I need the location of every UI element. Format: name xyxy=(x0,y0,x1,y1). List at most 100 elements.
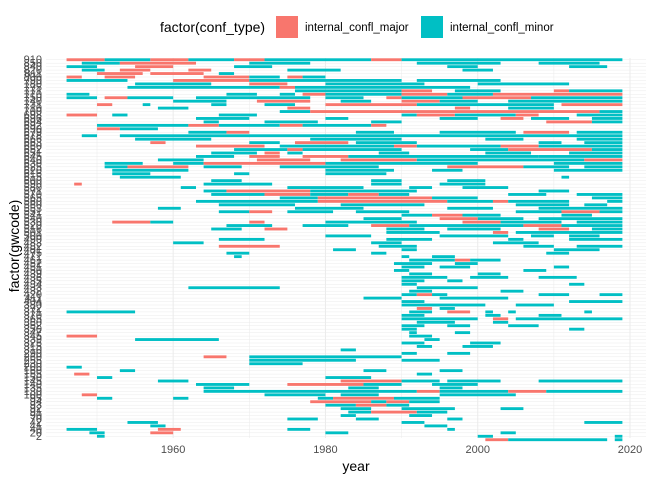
bar-minor xyxy=(416,345,433,348)
y-tick-label: 560 xyxy=(24,199,42,211)
bar-major xyxy=(462,220,501,224)
bar-major xyxy=(66,334,98,338)
bar-major xyxy=(97,72,143,75)
bar-major xyxy=(104,96,128,100)
bar-major xyxy=(333,396,394,400)
y-tick-label: 570 xyxy=(24,189,42,201)
bar-minor xyxy=(546,251,570,255)
bar-minor xyxy=(462,213,501,217)
bar-minor xyxy=(325,168,394,172)
bar-minor xyxy=(614,438,623,442)
bar-minor xyxy=(249,141,280,145)
bar-minor xyxy=(470,275,509,279)
bar-major xyxy=(119,68,151,72)
bar-minor xyxy=(249,355,402,359)
y-tick-label: 590 xyxy=(24,179,42,191)
y-tick-label: 40 xyxy=(30,424,42,436)
bar-minor xyxy=(135,137,212,141)
bar-minor xyxy=(401,255,410,259)
bar-minor xyxy=(614,434,623,438)
bar-minor xyxy=(371,179,402,183)
bar-major xyxy=(432,213,463,217)
bar-major xyxy=(196,144,265,148)
bar-minor xyxy=(538,206,623,210)
y-tick-label: 696 xyxy=(24,113,42,125)
bar-minor xyxy=(340,393,379,397)
bar-minor xyxy=(508,438,608,442)
bar-minor xyxy=(401,341,425,345)
bar-minor xyxy=(569,151,623,155)
bar-minor xyxy=(340,203,425,207)
bar-minor xyxy=(401,313,425,317)
bar-minor xyxy=(310,137,402,141)
bar-major xyxy=(454,106,471,110)
bar-major xyxy=(249,210,273,214)
bar-minor xyxy=(462,68,493,72)
bar-major xyxy=(97,103,113,107)
bar-minor xyxy=(424,424,448,428)
bar-minor xyxy=(211,193,265,196)
bar-major xyxy=(287,75,303,79)
bar-minor xyxy=(409,272,433,276)
y-tick-label: 663 xyxy=(24,137,42,149)
y-tick-label: 91 xyxy=(30,407,42,419)
bar-minor xyxy=(508,99,623,103)
bar-major xyxy=(256,158,311,162)
bar-minor xyxy=(432,255,455,259)
bar-minor xyxy=(439,393,516,397)
bar-minor xyxy=(569,300,623,303)
bar-minor xyxy=(386,403,410,407)
bar-minor xyxy=(538,189,570,193)
bar-minor xyxy=(538,61,600,65)
bar-minor xyxy=(325,403,356,407)
bar-minor xyxy=(173,161,204,165)
bar-minor xyxy=(325,234,372,238)
bar-minor xyxy=(287,151,303,155)
bar-minor xyxy=(302,75,326,79)
bar-major xyxy=(340,158,417,162)
bar-minor xyxy=(325,172,387,176)
bar-minor xyxy=(439,117,478,120)
y-tick-label: 565 xyxy=(24,192,42,204)
bar-minor xyxy=(508,324,539,328)
bar-major xyxy=(317,196,433,200)
bar-major xyxy=(74,182,82,186)
y-tick-label: 692 xyxy=(24,120,42,132)
bar-minor xyxy=(218,123,280,127)
bar-minor xyxy=(104,161,143,165)
bar-minor xyxy=(531,234,554,238)
bar-minor xyxy=(409,186,433,189)
y-tick-label: 290 xyxy=(24,348,42,360)
bar-major xyxy=(416,293,433,297)
y-tick-label: 70 xyxy=(30,414,42,426)
bar-minor xyxy=(401,421,425,424)
bar-minor xyxy=(66,65,98,69)
bar-minor xyxy=(127,85,280,89)
bar-major xyxy=(287,383,364,386)
bar-minor xyxy=(409,331,417,335)
bar-minor xyxy=(523,269,547,272)
bar-minor xyxy=(66,427,98,431)
y-axis-title: factor(gwcode) xyxy=(6,200,22,293)
bar-major xyxy=(119,61,196,65)
y-tick-label: 482 xyxy=(24,241,42,253)
bar-minor xyxy=(569,89,623,93)
bar-minor xyxy=(538,217,623,221)
bar-minor xyxy=(325,376,372,379)
y-tick-label: 571 xyxy=(24,186,42,198)
bar-minor xyxy=(203,389,417,393)
bar-major xyxy=(150,141,166,145)
y-tick-label: 616 xyxy=(24,168,42,180)
y-tick-label: 325 xyxy=(24,338,42,350)
bar-minor xyxy=(378,244,417,248)
bar-minor xyxy=(196,155,235,158)
x-tick-label: 1960 xyxy=(161,444,185,456)
bar-minor xyxy=(97,376,113,379)
bar-minor xyxy=(355,141,417,145)
bar-major xyxy=(127,165,189,169)
bar-minor xyxy=(226,251,250,255)
bar-minor xyxy=(584,141,623,145)
y-tick-label: 360 xyxy=(24,317,42,329)
bar-minor xyxy=(112,168,189,172)
bar-minor xyxy=(515,231,623,234)
